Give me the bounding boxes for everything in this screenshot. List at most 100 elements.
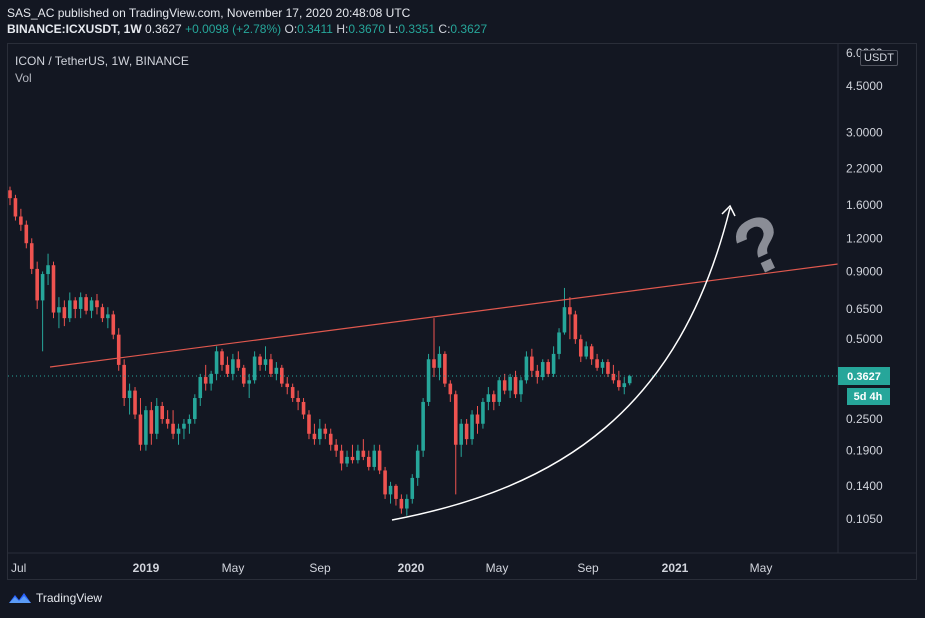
candle-body: [394, 485, 398, 499]
candle: [301, 398, 306, 420]
projection-curve-arrow[interactable]: [391, 207, 731, 521]
candle-body: [301, 401, 306, 415]
candle-body: [453, 394, 458, 445]
y-tick-label: 4.5000: [846, 79, 883, 93]
candle: [377, 444, 382, 475]
candle-body: [323, 428, 328, 434]
candle-body: [519, 380, 523, 395]
candle-body: [578, 339, 583, 357]
symbol-info-line: BINANCE:ICXUSDT, 1W 0.3627 +0.0098 (+2.7…: [7, 22, 487, 36]
candle: [89, 297, 94, 319]
candle: [453, 390, 458, 495]
candle-body: [8, 190, 12, 199]
candle: [116, 328, 121, 371]
candle: [524, 351, 529, 384]
candle-body: [67, 300, 72, 319]
candle: [165, 410, 170, 429]
candle-body: [464, 423, 469, 440]
candle-body: [627, 376, 632, 384]
resistance-trendline[interactable]: [49, 263, 839, 368]
candle-body: [524, 356, 529, 381]
candle: [486, 387, 491, 411]
candle: [312, 423, 317, 445]
candle: [78, 292, 83, 319]
candle-layer: [8, 186, 632, 516]
candle-body: [584, 346, 589, 357]
candle: [606, 359, 610, 378]
candle: [290, 383, 295, 402]
y-tick-label: 0.1900: [846, 444, 883, 458]
publish-info: SAS_AC published on TradingView.com, Nov…: [7, 6, 411, 20]
y-tick-label: 0.6500: [846, 302, 883, 316]
candle: [328, 428, 333, 451]
candle-body: [40, 274, 45, 301]
candle: [62, 300, 67, 327]
candle-body: [280, 367, 284, 384]
candle: [519, 377, 523, 402]
arrowhead-icon: [721, 204, 736, 217]
candle: [323, 423, 328, 440]
candle: [356, 444, 360, 464]
candle-body: [399, 498, 404, 509]
candle-body: [46, 265, 50, 275]
candle: [247, 373, 251, 399]
close-value: 0.3627: [450, 22, 488, 36]
question-mark-icon: ?: [720, 195, 800, 295]
candle-body: [318, 428, 322, 440]
candle-body: [600, 362, 605, 368]
y-tick-label: 1.6000: [846, 198, 883, 212]
candle-body: [258, 356, 262, 365]
candle-body: [573, 314, 578, 340]
candle: [307, 410, 311, 440]
candle-body: [622, 383, 627, 388]
candle-body: [198, 377, 203, 399]
candle: [410, 474, 415, 504]
candle: [339, 444, 344, 471]
candle-body: [492, 394, 496, 402]
candle-body: [19, 216, 23, 225]
price-tag-bg: [838, 367, 890, 385]
candle-body: [89, 300, 94, 311]
countdown-tag-bg: [847, 388, 890, 405]
candle: [443, 351, 447, 388]
candle: [546, 359, 550, 378]
candle-body: [149, 410, 154, 434]
candle: [415, 444, 420, 486]
candle: [111, 310, 116, 340]
candle-body: [214, 351, 219, 374]
candle: [280, 364, 284, 388]
y-tick-label: 1.2000: [846, 231, 883, 245]
candle: [138, 398, 143, 451]
x-tick-label: Sep: [309, 561, 331, 575]
footer-brand[interactable]: TradingView: [8, 591, 102, 605]
candle: [617, 370, 621, 391]
candle: [214, 346, 219, 381]
x-tick-label: May: [750, 561, 773, 575]
candle-body: [84, 297, 88, 311]
y-tick-label: 0.1050: [846, 512, 883, 526]
candle-body: [535, 370, 540, 378]
candle-body: [160, 405, 165, 420]
candle: [589, 343, 594, 365]
candle: [209, 370, 213, 391]
candle: [127, 383, 132, 415]
candle-body: [350, 456, 355, 461]
symbol-label: BINANCE:ICXUSDT, 1W: [7, 22, 142, 36]
candle-body: [296, 398, 300, 402]
candle-body: [475, 414, 480, 424]
candle: [241, 364, 246, 388]
candle-body: [497, 380, 502, 402]
axis-currency-button[interactable]: USDT: [860, 50, 898, 66]
candle: [627, 374, 632, 386]
candle: [361, 439, 366, 461]
chart-pane[interactable]: [7, 43, 917, 580]
candle: [426, 353, 431, 406]
candle-body: [73, 300, 78, 309]
candle-body: [57, 307, 61, 313]
candle-body: [562, 307, 567, 333]
x-tick-label: 2020: [398, 561, 425, 575]
candle: [8, 186, 12, 206]
candle: [573, 310, 578, 344]
candle-body: [486, 394, 491, 402]
